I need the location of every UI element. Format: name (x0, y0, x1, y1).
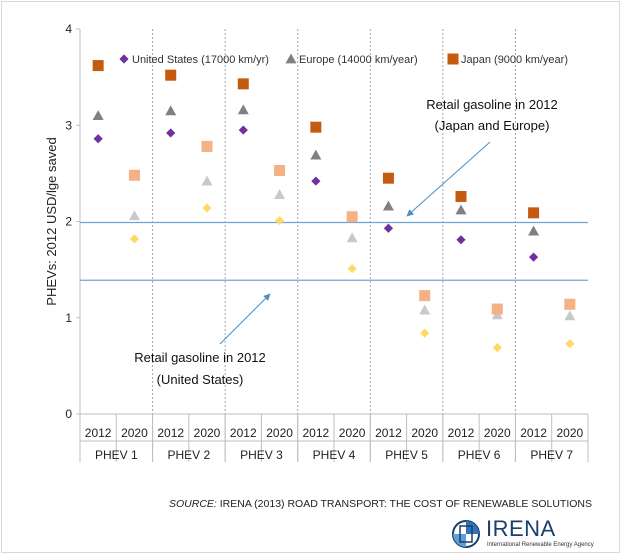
x-tick-label-year: 2020 (194, 426, 221, 440)
x-tick-label-year: 2012 (85, 426, 112, 440)
data-point-diamond-2020 (492, 342, 502, 353)
data-point-diamond-2020 (565, 339, 575, 349)
y-tick-label-4: 4 (65, 22, 72, 36)
data-point-square-2012 (310, 121, 322, 133)
y-tick-label-3: 3 (65, 118, 72, 132)
data-point-triangle-2020 (201, 175, 213, 186)
data-point-square-2020 (346, 211, 358, 223)
data-point-square-2012 (528, 207, 540, 219)
reference-label-line2-1: (United States) (157, 372, 244, 387)
source-note: SOURCE: IRENA (2013) ROAD TRANSPORT: THE… (162, 498, 592, 510)
data-point-triangle-2012 (310, 149, 322, 160)
logo-subtitle: International Renewable Energy Agency (487, 542, 594, 548)
x-tick-label-year: 2020 (121, 426, 148, 440)
x-tick-label-year: 2020 (484, 426, 511, 440)
x-tick-label-year: 2012 (157, 426, 184, 440)
x-tick-label-year: 2020 (266, 426, 293, 440)
data-point-diamond-2012 (383, 223, 394, 233)
logo-wordmark: IRENA (486, 516, 556, 541)
reference-label-line2-0: (Japan and Europe) (435, 118, 550, 133)
x-tick-label-group: PHEV 5 (385, 448, 428, 462)
data-point-diamond-2012 (456, 235, 466, 245)
data-point-triangle-2020 (346, 232, 358, 243)
legend-label-1: Europe (14000 km/year) (299, 54, 418, 66)
x-tick-label-year: 2012 (448, 426, 475, 440)
x-tick-label-year: 2020 (339, 426, 366, 440)
legend-marker-2 (447, 53, 459, 65)
data-point-triangle-2020 (274, 189, 286, 199)
data-point-square-2020 (419, 290, 431, 302)
x-tick-label-year: 2012 (375, 426, 402, 440)
y-tick-label-2: 2 (65, 215, 72, 229)
data-point-triangle-2012 (382, 200, 394, 211)
chart-svg: 0 1 2 3 4 PHEVs: 2012 USD/lge saved 2012 2020 PH… (44, 22, 589, 462)
reference-arrow-1 (219, 293, 271, 345)
data-point-triangle-2012 (455, 204, 467, 215)
data-point-diamond-2020 (420, 328, 430, 338)
legend-label-2: Japan (9000 km/year) (461, 54, 568, 66)
data-point-triangle-2012 (165, 105, 177, 116)
data-point-square-2020 (128, 169, 140, 181)
y-axis-title: PHEVs: 2012 USD/lge saved (44, 137, 59, 305)
legend-marker-0 (119, 54, 129, 64)
data-point-triangle-2020 (564, 310, 576, 321)
x-tick-label-group: PHEV 4 (313, 448, 356, 462)
data-point-diamond-2020 (274, 215, 285, 226)
data-point-diamond-2012 (93, 134, 103, 144)
data-point-diamond-2020 (347, 264, 357, 274)
data-point-square-2020 (564, 298, 576, 310)
data-point-square-2020 (491, 303, 503, 315)
legend-marker-1 (285, 53, 297, 64)
x-tick-label-group: PHEV 1 (95, 448, 138, 462)
data-point-diamond-2012 (238, 125, 248, 135)
data-point-square-2012 (237, 78, 249, 90)
reference-label-line1-0: Retail gasoline in 2012 (426, 97, 558, 112)
data-point-diamond-2020 (202, 203, 212, 213)
x-tick-label-year: 2012 (303, 426, 330, 440)
data-point-square-2012 (92, 60, 104, 72)
data-point-diamond-2012 (166, 128, 176, 138)
legend-label-0: United States (17000 km/yr) (132, 54, 269, 66)
source-text: IRENA (2013) ROAD TRANSPORT: THE COST OF… (216, 498, 592, 510)
reference-arrow-0 (406, 141, 491, 217)
data-point-square-2020 (274, 164, 286, 176)
data-point-diamond-2012 (528, 252, 539, 262)
data-point-square-2012 (165, 69, 177, 81)
data-point-diamond-2020 (129, 234, 140, 244)
x-tick-label-year: 2020 (411, 426, 438, 440)
data-point-square-2012 (382, 172, 394, 184)
y-tick-label-0: 0 (65, 407, 72, 421)
data-point-square-2012 (455, 190, 467, 202)
data-point-square-2020 (201, 140, 213, 152)
irena-logo: IRENA International Renewable Energy Age… (450, 516, 600, 554)
x-tick-label-group: PHEV 3 (240, 448, 283, 462)
source-label: SOURCE: (168, 498, 217, 510)
data-point-triangle-2012 (92, 110, 104, 121)
reference-label-line1-1: Retail gasoline in 2012 (134, 350, 266, 365)
data-point-triangle-2020 (419, 304, 431, 315)
x-tick-label-year: 2012 (230, 426, 257, 440)
x-tick-label-group: PHEV 2 (168, 448, 211, 462)
data-point-triangle-2012 (237, 104, 249, 115)
data-point-diamond-2012 (311, 176, 321, 186)
irena-globe-icon (452, 520, 480, 548)
y-tick-label-1: 1 (65, 311, 72, 325)
x-tick-label-group: PHEV 6 (458, 448, 501, 462)
x-tick-label-group: PHEV 7 (530, 448, 573, 462)
x-tick-label-year: 2012 (520, 426, 547, 440)
data-point-triangle-2012 (528, 225, 540, 236)
data-point-triangle-2020 (128, 210, 140, 221)
x-tick-label-year: 2020 (557, 426, 584, 440)
